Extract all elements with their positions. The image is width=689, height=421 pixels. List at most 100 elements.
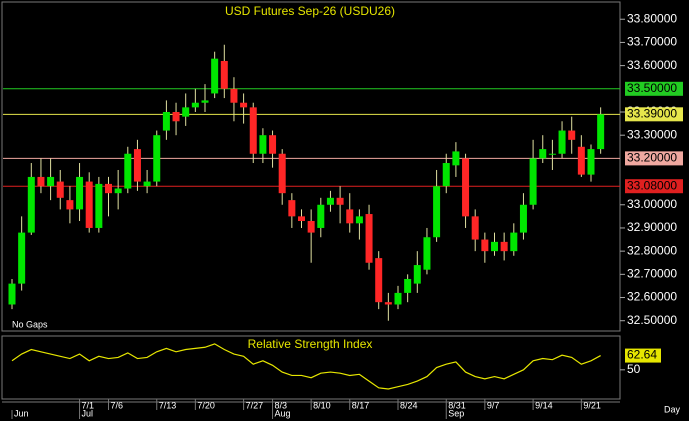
x-tick-label: 9/14: [535, 400, 553, 410]
y-tick-label: 32.70000: [627, 267, 677, 281]
candle-body: [85, 181, 93, 228]
value-label: 62.64: [627, 348, 657, 362]
candle-body: [384, 302, 392, 305]
candle-body: [326, 197, 334, 205]
candle-body: [114, 188, 122, 194]
candle-body: [95, 183, 103, 228]
y-tick-label: 32.90000: [627, 220, 677, 234]
y-tick-label: 33.30000: [627, 127, 677, 141]
candle-body: [365, 214, 373, 263]
x-tick-label: 7/1: [82, 400, 95, 410]
y-tick-label: 32.80000: [627, 243, 677, 257]
candle-body: [568, 130, 576, 140]
rsi-line: [11, 343, 601, 390]
candle-body: [510, 232, 518, 252]
candle-body: [587, 149, 595, 175]
level-label-box: [625, 107, 683, 122]
month-label: Aug: [275, 408, 291, 418]
candle-body: [269, 135, 277, 154]
candle-body: [153, 135, 161, 182]
y-tick-label: 33.00000: [627, 197, 677, 211]
candle-body: [211, 58, 219, 94]
level-label-box: [625, 151, 683, 166]
x-tick-label: 8/31: [448, 400, 466, 410]
candle-body: [191, 102, 199, 108]
x-tick-label: 9/21: [583, 400, 601, 410]
annotation: No Gaps: [12, 319, 48, 329]
rsi-title: Relative Strength Index: [248, 337, 373, 351]
candle-body: [423, 237, 431, 270]
level-label: 33.50000: [627, 81, 677, 95]
candle-body: [240, 102, 248, 108]
candle-body: [249, 107, 257, 154]
candle-body: [442, 163, 450, 187]
candle-body: [539, 149, 547, 159]
y-tick-label: 50: [627, 362, 641, 376]
y-tick-label: 33.80000: [627, 11, 677, 25]
candle-body: [47, 176, 55, 187]
candle-body: [577, 146, 585, 175]
candle-body: [413, 265, 421, 284]
level-label: 33.39000: [627, 106, 677, 120]
x-tick-label: 7/27: [246, 400, 264, 410]
candle-body: [394, 292, 402, 305]
x-tick-label: 8/24: [400, 400, 418, 410]
level-label-box: [625, 179, 683, 194]
candle-body: [18, 232, 26, 284]
candle-body: [317, 204, 325, 228]
candle-body: [452, 151, 460, 166]
candle-body: [481, 239, 489, 252]
value-label-box: [625, 348, 661, 363]
candle-body: [259, 135, 267, 154]
candle-body: [220, 60, 228, 89]
candle-body: [172, 112, 180, 122]
candle-body: [375, 258, 383, 303]
candle-body: [288, 200, 296, 217]
candle-body: [76, 176, 84, 210]
rsi-panel: [1, 335, 621, 400]
candle-body: [182, 107, 190, 117]
candle-body: [433, 186, 441, 238]
y-tick-label: 33.70000: [627, 35, 677, 49]
level-label: 33.08000: [627, 178, 677, 192]
candle-body: [597, 114, 605, 150]
level-label-box: [625, 81, 683, 96]
y-tick-label: 32.50000: [627, 313, 677, 327]
candle-body: [230, 88, 238, 103]
candle-body: [37, 176, 45, 187]
candle-body: [346, 209, 354, 224]
month-label: Sep: [448, 408, 464, 418]
candle-body: [66, 200, 74, 210]
candle-body: [124, 153, 132, 189]
candle-body: [491, 241, 498, 252]
price-panel: [1, 1, 621, 332]
y-tick-label: 32.60000: [627, 290, 677, 304]
x-tick-label: 8/10: [313, 400, 331, 410]
candle-body: [162, 112, 170, 131]
candle-body: [471, 216, 479, 240]
level-label: 33.20000: [627, 151, 677, 165]
x-tick-label: 9/7: [487, 400, 500, 410]
candle-body: [548, 153, 556, 155]
candle-body: [105, 183, 112, 194]
month-label: Jul: [82, 408, 94, 418]
candle-body: [462, 158, 470, 217]
candle-body: [27, 176, 35, 233]
x-tick-label: 7/13: [159, 400, 177, 410]
x-tick-label: 8/3: [275, 400, 288, 410]
candle-body: [56, 181, 64, 198]
candle-body: [143, 181, 151, 187]
candle-body: [201, 100, 209, 103]
candle-body: [404, 278, 412, 293]
candle-body: [278, 153, 286, 194]
candle-body: [519, 204, 527, 233]
candle-body: [355, 216, 363, 224]
y-tick-label: 33.60000: [627, 58, 677, 72]
candle-body: [307, 221, 315, 233]
candle-body: [558, 130, 566, 154]
x-tick-label: 7/20: [197, 400, 215, 410]
candle-body: [529, 158, 537, 205]
month-label: Jun: [14, 408, 29, 418]
x-tick-label: 7/6: [111, 400, 124, 410]
